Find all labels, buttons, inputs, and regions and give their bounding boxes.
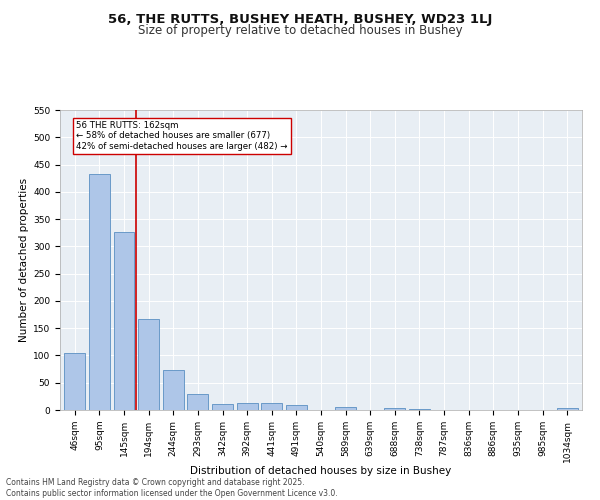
Text: 56, THE RUTTS, BUSHEY HEATH, BUSHEY, WD23 1LJ: 56, THE RUTTS, BUSHEY HEATH, BUSHEY, WD2… (108, 12, 492, 26)
Bar (64, 352, 85, 410)
Bar (557, 408, 578, 410)
Bar (212, 404, 233, 410)
Bar (286, 405, 307, 410)
Bar (187, 394, 208, 410)
Bar (89, 174, 110, 410)
Y-axis label: Number of detached properties: Number of detached properties (19, 178, 29, 342)
Bar (236, 403, 257, 410)
Bar (385, 408, 406, 410)
Bar (163, 370, 184, 410)
Text: Contains HM Land Registry data © Crown copyright and database right 2025.
Contai: Contains HM Land Registry data © Crown c… (6, 478, 338, 498)
Text: Size of property relative to detached houses in Bushey: Size of property relative to detached ho… (137, 24, 463, 37)
Bar (261, 403, 282, 410)
Text: 56 THE RUTTS: 162sqm
← 58% of detached houses are smaller (677)
42% of semi-deta: 56 THE RUTTS: 162sqm ← 58% of detached h… (76, 121, 287, 150)
Bar (138, 320, 159, 410)
Bar (335, 408, 356, 410)
Bar (113, 232, 134, 410)
X-axis label: Distribution of detached houses by size in Bushey: Distribution of detached houses by size … (190, 466, 452, 476)
